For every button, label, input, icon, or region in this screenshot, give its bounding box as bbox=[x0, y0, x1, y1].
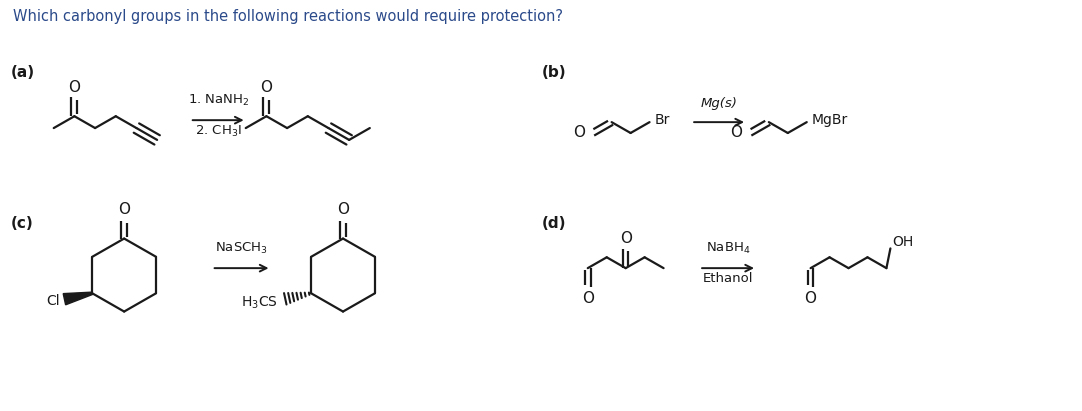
Text: Which carbonyl groups in the following reactions would require protection?: Which carbonyl groups in the following r… bbox=[13, 9, 563, 24]
Text: Br: Br bbox=[655, 113, 670, 127]
Text: Mg(s): Mg(s) bbox=[701, 97, 738, 110]
Text: Ethanol: Ethanol bbox=[703, 272, 753, 285]
Text: H$_3$CS: H$_3$CS bbox=[241, 295, 278, 312]
Text: O: O bbox=[582, 291, 594, 306]
Text: (d): (d) bbox=[542, 216, 567, 231]
Text: O: O bbox=[337, 202, 349, 217]
Text: MgBr: MgBr bbox=[812, 113, 848, 127]
Text: 2. CH$_3$I: 2. CH$_3$I bbox=[195, 124, 241, 139]
Text: O: O bbox=[261, 79, 273, 95]
Text: O: O bbox=[805, 291, 817, 306]
Text: 1. NaNH$_2$: 1. NaNH$_2$ bbox=[187, 93, 249, 109]
Text: (c): (c) bbox=[11, 216, 34, 231]
Text: O: O bbox=[620, 231, 632, 247]
Text: OH: OH bbox=[893, 236, 913, 249]
Text: Cl: Cl bbox=[45, 294, 60, 308]
Text: NaSCH$_3$: NaSCH$_3$ bbox=[215, 241, 268, 256]
Text: O: O bbox=[572, 125, 584, 141]
Text: (b): (b) bbox=[542, 65, 567, 80]
Text: O: O bbox=[68, 79, 80, 95]
Text: O: O bbox=[118, 202, 130, 217]
Polygon shape bbox=[63, 292, 93, 305]
Text: (a): (a) bbox=[11, 65, 35, 80]
Text: O: O bbox=[730, 125, 742, 141]
Text: NaBH$_4$: NaBH$_4$ bbox=[705, 241, 750, 256]
